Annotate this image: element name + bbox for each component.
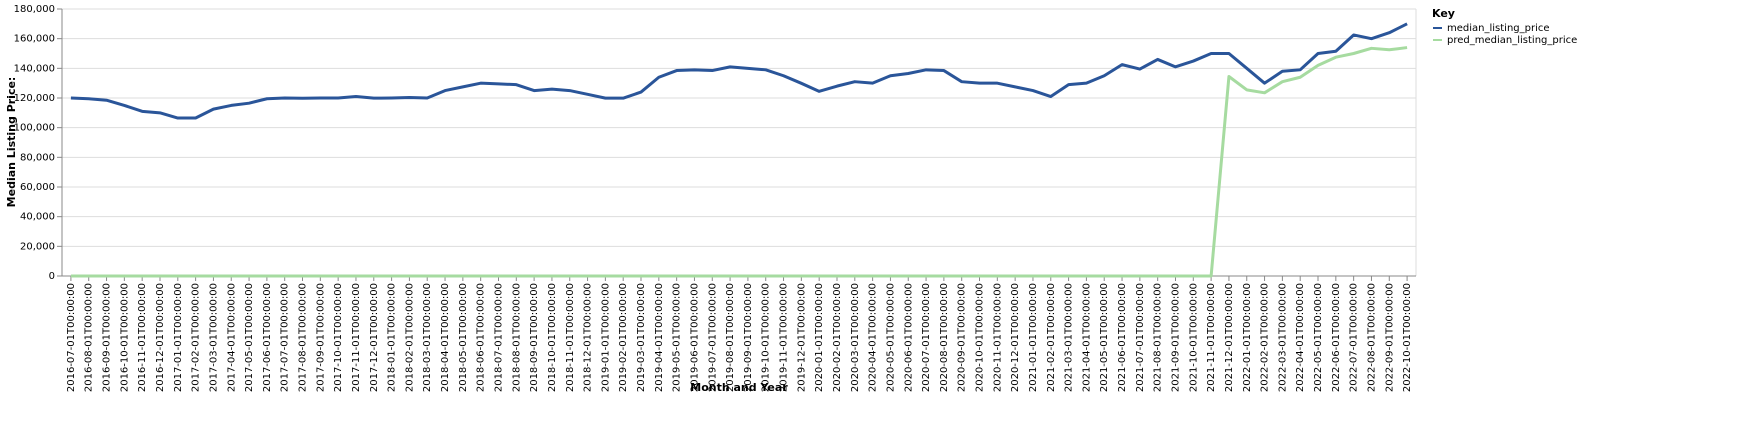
- x-tick-label: 2021-08-01T00:00:00: [1153, 283, 1164, 392]
- x-tick-label: 2019-01-01T00:00:00: [600, 283, 611, 392]
- x-tick-label: 2017-12-01T00:00:00: [369, 283, 380, 392]
- y-tick-label: 0: [49, 271, 55, 282]
- x-tick-label: 2017-08-01T00:00:00: [298, 283, 309, 392]
- series-line: [70, 22, 1408, 120]
- x-tick-label: 2020-12-01T00:00:00: [1010, 283, 1021, 392]
- x-tick-label: 2017-11-01T00:00:00: [351, 283, 362, 392]
- x-tick-label: 2022-05-01T00:00:00: [1313, 283, 1324, 392]
- x-tick-label: 2019-02-01T00:00:00: [618, 283, 629, 392]
- x-tick-label: 2017-03-01T00:00:00: [208, 283, 219, 392]
- x-tick-label: 2021-02-01T00:00:00: [1046, 283, 1057, 392]
- legend-title: Key: [1432, 7, 1455, 20]
- x-tick-label: 2020-08-01T00:00:00: [939, 283, 950, 392]
- legend-label: pred_median_listing_price: [1447, 35, 1577, 46]
- x-tick-label: 2018-11-01T00:00:00: [565, 283, 576, 392]
- x-tick-label: 2017-06-01T00:00:00: [262, 283, 273, 392]
- y-tick-label: 20,000: [20, 241, 55, 252]
- x-tick-label: 2020-09-01T00:00:00: [957, 283, 968, 392]
- x-tick-label: 2020-10-01T00:00:00: [975, 283, 986, 392]
- x-tick-label: 2020-05-01T00:00:00: [885, 283, 896, 392]
- x-axis-label: Month and Year: [690, 381, 788, 394]
- x-tick-label: 2022-07-01T00:00:00: [1349, 283, 1360, 392]
- x-tick-label: 2019-05-01T00:00:00: [672, 283, 683, 392]
- x-tick-label: 2018-06-01T00:00:00: [476, 283, 487, 392]
- y-axis-label: Median Listing Price:: [5, 77, 18, 208]
- y-tick-label: 140,000: [14, 63, 55, 74]
- x-tick-label: 2018-02-01T00:00:00: [404, 283, 415, 392]
- x-tick-label: 2019-11-01T00:00:00: [779, 283, 790, 392]
- x-tick-label: 2019-03-01T00:00:00: [636, 283, 647, 392]
- x-tick-label: 2019-09-01T00:00:00: [743, 283, 754, 392]
- x-tick-label: 2021-11-01T00:00:00: [1206, 283, 1217, 392]
- x-tick-label: 2018-03-01T00:00:00: [422, 283, 433, 392]
- x-tick-label: 2021-12-01T00:00:00: [1224, 283, 1235, 392]
- x-tick-label: 2017-01-01T00:00:00: [173, 283, 184, 392]
- x-tick-label: 2018-04-01T00:00:00: [440, 283, 451, 392]
- x-tick-label: 2017-10-01T00:00:00: [333, 283, 344, 392]
- y-tick-label: 80,000: [20, 152, 55, 163]
- x-tick-label: 2017-04-01T00:00:00: [226, 283, 237, 392]
- x-tick-label: 2021-07-01T00:00:00: [1135, 283, 1146, 392]
- x-tick-label: 2019-12-01T00:00:00: [796, 283, 807, 392]
- x-tick-label: 2017-05-01T00:00:00: [244, 283, 255, 392]
- x-tick-label: 2020-11-01T00:00:00: [992, 283, 1003, 392]
- x-tick-label: 2016-08-01T00:00:00: [84, 283, 95, 392]
- x-tick-label: 2019-04-01T00:00:00: [654, 283, 665, 392]
- x-tick-label: 2017-02-01T00:00:00: [191, 283, 202, 392]
- x-tick-label: 2018-08-01T00:00:00: [511, 283, 522, 392]
- x-tick-label: 2022-03-01T00:00:00: [1277, 283, 1288, 392]
- x-tick-label: 2018-09-01T00:00:00: [529, 283, 540, 392]
- x-tick-label: 2018-05-01T00:00:00: [458, 283, 469, 392]
- x-tick-label: 2022-01-01T00:00:00: [1242, 283, 1253, 392]
- x-tick-label: 2021-05-01T00:00:00: [1099, 283, 1110, 392]
- legend-label: median_listing_price: [1447, 23, 1550, 34]
- x-tick-label: 2020-07-01T00:00:00: [921, 283, 932, 392]
- y-tick-label: 180,000: [14, 4, 55, 15]
- x-tick-label: 2022-08-01T00:00:00: [1366, 283, 1377, 392]
- x-tick-label: 2021-03-01T00:00:00: [1064, 283, 1075, 392]
- x-tick-label: 2019-07-01T00:00:00: [707, 283, 718, 392]
- x-tick-label: 2018-12-01T00:00:00: [583, 283, 594, 392]
- x-tick-label: 2019-10-01T00:00:00: [761, 283, 772, 392]
- x-tick-label: 2022-02-01T00:00:00: [1260, 283, 1271, 392]
- series-line: [70, 46, 1408, 278]
- x-tick-label: 2020-06-01T00:00:00: [903, 283, 914, 392]
- x-tick-label: 2018-10-01T00:00:00: [547, 283, 558, 392]
- x-tick-label: 2016-09-01T00:00:00: [102, 283, 113, 392]
- x-tick-label: 2017-07-01T00:00:00: [280, 283, 291, 392]
- x-tick-label: 2016-10-01T00:00:00: [119, 283, 130, 392]
- x-tick-label: 2022-09-01T00:00:00: [1384, 283, 1395, 392]
- x-tick-label: 2022-10-01T00:00:00: [1402, 283, 1413, 392]
- x-tick-label: 2021-04-01T00:00:00: [1081, 283, 1092, 392]
- y-tick-label: 100,000: [14, 123, 55, 134]
- x-tick-label: 2022-04-01T00:00:00: [1295, 283, 1306, 392]
- y-tick-label: 120,000: [14, 93, 55, 104]
- x-tick-label: 2021-06-01T00:00:00: [1117, 283, 1128, 392]
- x-tick-label: 2017-09-01T00:00:00: [315, 283, 326, 392]
- y-tick-label: 160,000: [14, 34, 55, 45]
- x-tick-label: 2016-12-01T00:00:00: [155, 283, 166, 392]
- y-tick-label: 40,000: [20, 212, 55, 223]
- y-tick-label: 60,000: [20, 182, 55, 193]
- x-tick-label: 2019-08-01T00:00:00: [725, 283, 736, 392]
- x-tick-label: 2020-03-01T00:00:00: [850, 283, 861, 392]
- x-tick-label: 2020-04-01T00:00:00: [868, 283, 879, 392]
- x-tick-label: 2021-01-01T00:00:00: [1028, 283, 1039, 392]
- x-tick-label: 2022-06-01T00:00:00: [1331, 283, 1342, 392]
- x-tick-label: 2018-07-01T00:00:00: [493, 283, 504, 392]
- x-tick-label: 2021-10-01T00:00:00: [1188, 283, 1199, 392]
- x-tick-label: 2016-07-01T00:00:00: [66, 283, 77, 392]
- x-tick-label: 2021-09-01T00:00:00: [1170, 283, 1181, 392]
- x-tick-label: 2018-01-01T00:00:00: [387, 283, 398, 392]
- x-tick-label: 2016-11-01T00:00:00: [137, 283, 148, 392]
- x-tick-label: 2020-02-01T00:00:00: [832, 283, 843, 392]
- x-tick-label: 2019-06-01T00:00:00: [689, 283, 700, 392]
- x-tick-label: 2020-01-01T00:00:00: [814, 283, 825, 392]
